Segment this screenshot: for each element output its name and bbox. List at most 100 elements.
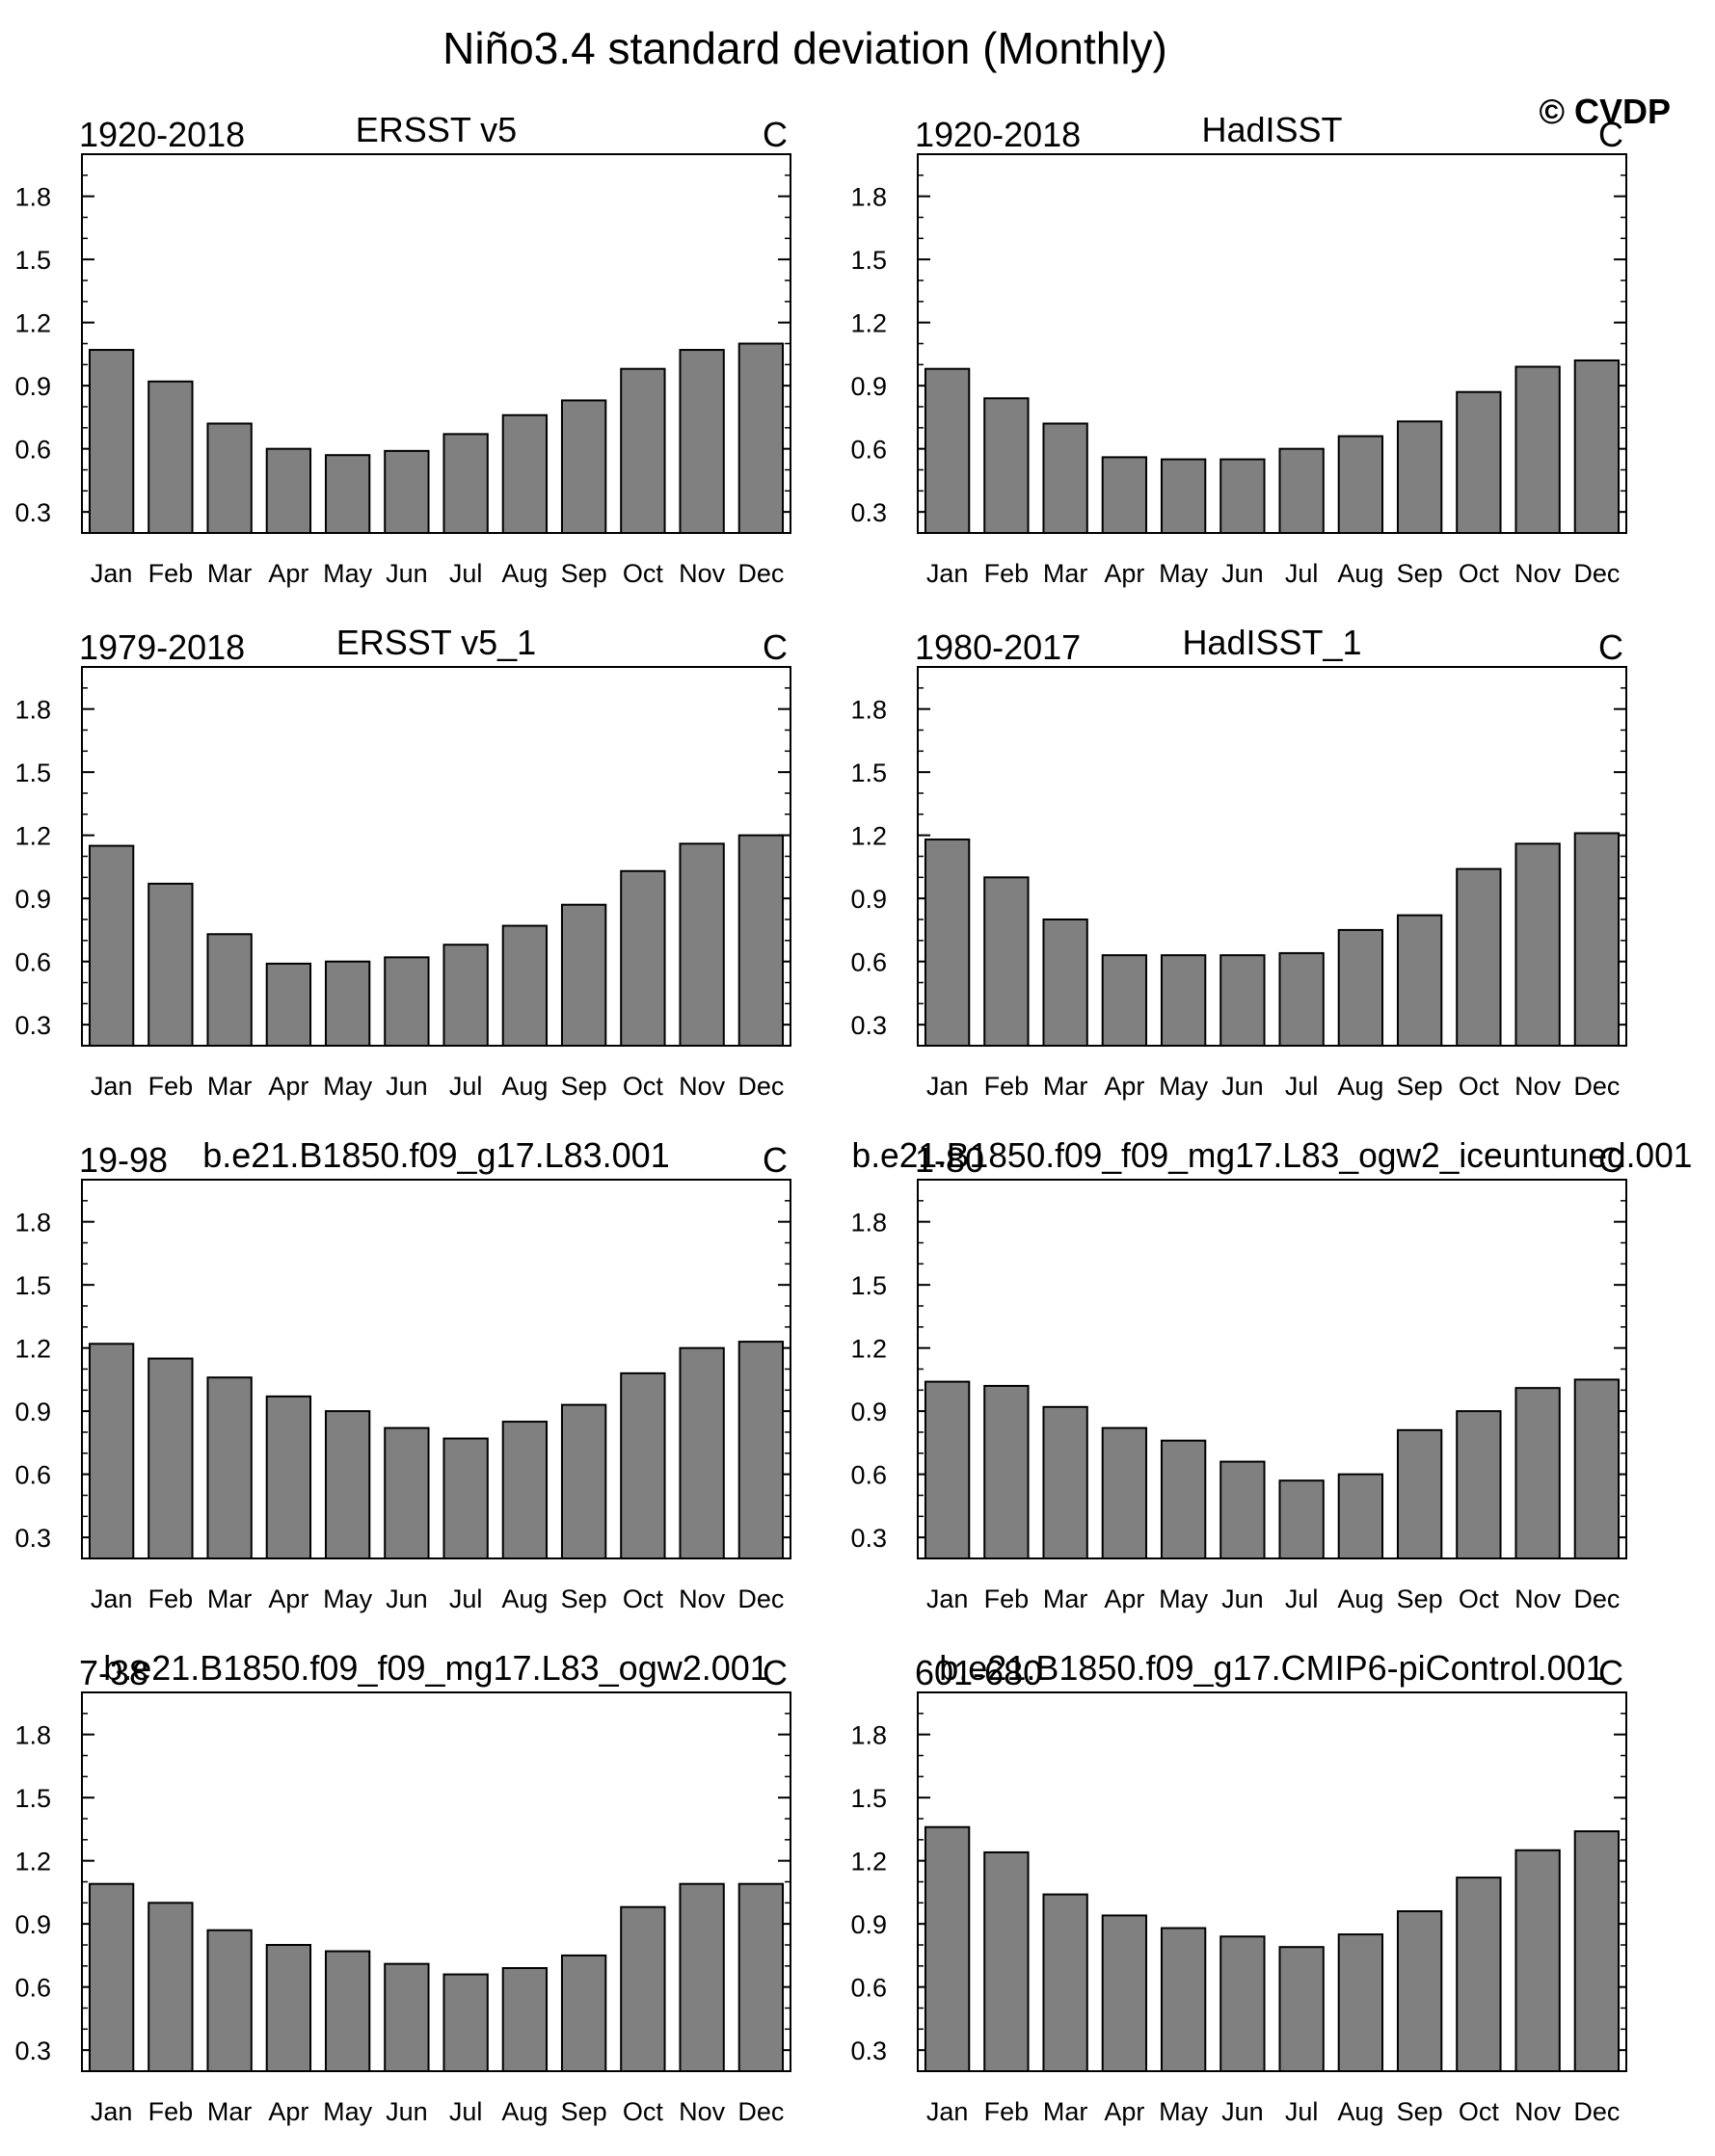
x-tick-label: Sep — [561, 1072, 607, 1101]
bar-jul — [442, 944, 489, 1048]
units-label: C — [763, 115, 788, 154]
x-tick-label: Dec — [1573, 1584, 1620, 1613]
bar-oct — [1456, 390, 1502, 535]
bar-dec — [1573, 1830, 1621, 2072]
y-tick-label: 0.3 — [850, 2036, 887, 2065]
units-label: C — [763, 1653, 788, 1692]
bar-aug — [501, 1421, 549, 1560]
period-label: 1-80 — [915, 1140, 984, 1180]
x-tick-label: Aug — [501, 1584, 548, 1613]
x-tick-label: Oct — [623, 559, 664, 588]
dataset-title: ERSST v5 — [356, 110, 517, 149]
x-tick-label: Jul — [449, 1072, 483, 1101]
bar-aug — [501, 1967, 549, 2073]
y-tick-label: 0.3 — [850, 498, 887, 527]
period-label: 7-38 — [79, 1653, 148, 1692]
plot-frame — [917, 1691, 1627, 2072]
bar-apr — [1101, 1426, 1148, 1559]
x-tick-label: Sep — [561, 1584, 607, 1613]
chart-panel: 0.3 0.6 0.9 1.2 1.5 1.8 Jan Feb Mar Apr May Jun Jul A… — [850, 623, 1627, 1101]
y-tick-label: 1.5 — [14, 1271, 51, 1300]
bar-may — [1160, 1439, 1207, 1559]
bar-nov — [1514, 1387, 1561, 1560]
plot-frame — [917, 666, 1627, 1047]
y-tick-label: 1.5 — [14, 246, 51, 275]
x-tick-label: Apr — [268, 2097, 308, 2126]
dataset-title: b.e21.B1850.f09_f09_mg17.L83_ogw2.001 — [103, 1648, 769, 1688]
x-tick-label: Jun — [1221, 559, 1264, 588]
x-tick-label: Nov — [1514, 559, 1562, 588]
period-label: 1920-2018 — [915, 115, 1081, 154]
y-tick-label: 1.5 — [14, 1784, 51, 1813]
y-tick-label: 1.2 — [850, 309, 887, 338]
x-tick-label: Dec — [737, 1072, 784, 1101]
bar-jun — [384, 1962, 430, 2073]
x-tick-label: Oct — [1459, 559, 1500, 588]
x-tick-label: Jul — [449, 1584, 483, 1613]
bar-mar — [1042, 1405, 1088, 1560]
x-tick-label: Nov — [1514, 1072, 1562, 1101]
bar-nov — [679, 349, 725, 534]
x-tick-label: Aug — [1337, 1584, 1383, 1613]
dataset-title: ERSST v5_1 — [336, 623, 536, 662]
y-tick-label: 1.5 — [850, 246, 887, 275]
x-tick-label: Oct — [623, 1072, 664, 1101]
bar-aug — [1337, 1933, 1384, 2073]
x-tick-label: Apr — [1104, 559, 1144, 588]
y-tick-label: 0.3 — [14, 1524, 51, 1553]
units-label: C — [763, 1140, 788, 1180]
bar-jul — [442, 1437, 489, 1560]
bar-jan — [88, 844, 135, 1047]
x-tick-label: Feb — [984, 1072, 1030, 1101]
bar-may — [1160, 458, 1207, 535]
bar-dec — [737, 1341, 785, 1560]
x-tick-label: Mar — [1043, 2097, 1088, 2126]
bar-apr — [1101, 1914, 1148, 2073]
x-tick-label: Dec — [1573, 2097, 1620, 2126]
y-tick-label: 1.8 — [850, 1209, 887, 1238]
bar-sep — [560, 1954, 607, 2072]
bar-oct — [1456, 1877, 1502, 2072]
x-tick-label: Jan — [91, 2097, 133, 2126]
x-tick-label: Sep — [1397, 2097, 1443, 2126]
y-tick-label: 1.8 — [14, 1721, 51, 1750]
bar-jun — [1219, 458, 1266, 535]
chart-panel: 0.3 0.6 0.9 1.2 1.5 1.8 Jan Feb Mar Apr May Jun Jul A… — [14, 1135, 791, 1613]
bar-mar — [206, 1376, 253, 1559]
bar-apr — [1101, 456, 1148, 534]
y-tick-label: 1.8 — [850, 183, 887, 212]
bar-jun — [384, 449, 430, 535]
bar-dec — [737, 1882, 785, 2073]
x-tick-label: Jun — [386, 559, 428, 588]
y-tick-label: 0.9 — [14, 1910, 51, 1939]
bar-oct — [1456, 1410, 1502, 1559]
bar-jan — [88, 1882, 135, 2073]
plot-frame — [81, 153, 791, 534]
plot-frame — [917, 1179, 1627, 1559]
x-tick-label: Jun — [1221, 1584, 1264, 1613]
units-label: C — [1598, 1653, 1623, 1692]
bar-aug — [1337, 928, 1384, 1048]
bar-feb — [147, 1357, 194, 1560]
y-tick-label: 1.8 — [14, 183, 51, 212]
x-tick-label: Jan — [926, 559, 969, 588]
bar-oct — [1456, 867, 1502, 1047]
y-tick-label: 0.3 — [14, 1011, 51, 1040]
bar-dec — [1573, 359, 1621, 535]
x-tick-label: May — [323, 1072, 373, 1101]
x-tick-label: Feb — [148, 1584, 194, 1613]
bar-jul — [442, 433, 489, 534]
x-tick-label: Apr — [268, 1584, 308, 1613]
x-tick-label: Jul — [1285, 1072, 1319, 1101]
chart-panel: 0.3 0.6 0.9 1.2 1.5 1.8 Jan Feb Mar Apr May Jun Jul A… — [850, 1135, 1692, 1613]
x-tick-label: May — [1159, 2097, 1209, 2126]
y-tick-label: 1.2 — [850, 1848, 887, 1877]
plot-frame — [81, 1691, 791, 2072]
bar-jan — [924, 1380, 971, 1559]
x-tick-label: Nov — [679, 1584, 726, 1613]
bar-nov — [1514, 1849, 1561, 2072]
x-tick-label: Jun — [386, 2097, 428, 2126]
x-tick-label: Aug — [501, 559, 548, 588]
figure-title: Niño3.4 standard deviation (Monthly) — [442, 23, 1167, 73]
bar-nov — [679, 1882, 725, 2073]
